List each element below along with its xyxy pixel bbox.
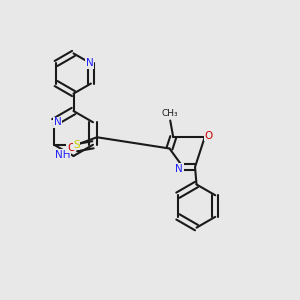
Text: CH₃: CH₃ (162, 110, 178, 118)
Text: S: S (73, 140, 80, 150)
Text: O: O (204, 130, 212, 140)
Text: O: O (67, 143, 75, 153)
Text: N: N (176, 164, 183, 173)
Text: N: N (85, 58, 93, 68)
Text: NH: NH (55, 149, 70, 160)
Text: N: N (54, 117, 61, 127)
